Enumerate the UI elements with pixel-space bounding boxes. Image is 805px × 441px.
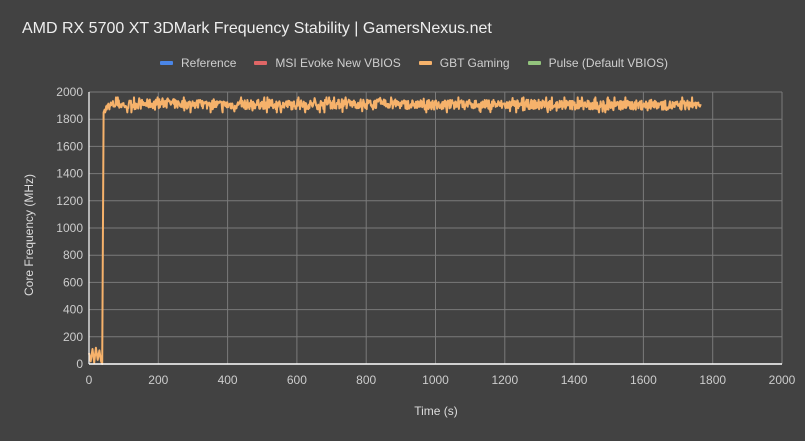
y-tick-label: 400 [63, 303, 83, 317]
legend-item-reference[interactable]: Reference [160, 56, 236, 70]
x-axis-label: Time (s) [414, 404, 458, 418]
legend-label: GBT Gaming [439, 56, 510, 70]
legend-label: Pulse (Default VBIOS) [548, 56, 668, 70]
legend: Reference MSI Evoke New VBIOS GBT Gaming… [160, 56, 668, 70]
series-line-gbt-gaming [88, 96, 702, 365]
x-tick-label: 1400 [561, 373, 588, 387]
y-tick-label: 1000 [56, 221, 83, 235]
y-tick-label: 1400 [56, 167, 83, 181]
x-tick-label: 600 [287, 373, 307, 387]
chart-title: AMD RX 5700 XT 3DMark Frequency Stabilit… [22, 20, 492, 37]
legend-label: MSI Evoke New VBIOS [275, 56, 401, 70]
y-axis-ticks: 0 200 400 600 800 1000 1200 1400 1600 1800 2000 [56, 85, 83, 371]
x-axis-ticks: 0 200 400 600 800 1000 1200 1400 1600 1800 2000 [86, 373, 796, 387]
y-tick-label: 1600 [56, 139, 83, 153]
legend-swatch-pulse [527, 61, 541, 65]
legend-swatch-reference [160, 61, 173, 65]
x-tick-label: 1600 [630, 373, 657, 387]
y-tick-label: 1200 [56, 194, 83, 208]
y-tick-label: 0 [76, 357, 83, 371]
x-tick-label: 2000 [769, 373, 796, 387]
y-tick-label: 800 [63, 248, 83, 262]
x-tick-label: 400 [218, 373, 238, 387]
gridlines [89, 91, 783, 364]
x-tick-label: 1000 [422, 373, 449, 387]
legend-item-pulse[interactable]: Pulse (Default VBIOS) [527, 56, 668, 70]
legend-swatch-gbt [418, 61, 432, 65]
legend-label: Reference [181, 56, 237, 70]
x-tick-label: 1800 [699, 373, 726, 387]
x-tick-label: 800 [356, 373, 376, 387]
legend-swatch-msi [254, 61, 268, 65]
y-tick-label: 600 [63, 275, 83, 289]
x-tick-label: 0 [86, 373, 93, 387]
legend-item-gbt-gaming[interactable]: GBT Gaming [418, 56, 510, 70]
y-tick-label: 1800 [56, 112, 83, 126]
x-tick-label: 200 [148, 373, 168, 387]
y-tick-label: 200 [63, 330, 83, 344]
x-tick-label: 1200 [491, 373, 518, 387]
y-tick-label: 2000 [56, 85, 83, 99]
legend-item-msi-evoke[interactable]: MSI Evoke New VBIOS [254, 56, 401, 70]
